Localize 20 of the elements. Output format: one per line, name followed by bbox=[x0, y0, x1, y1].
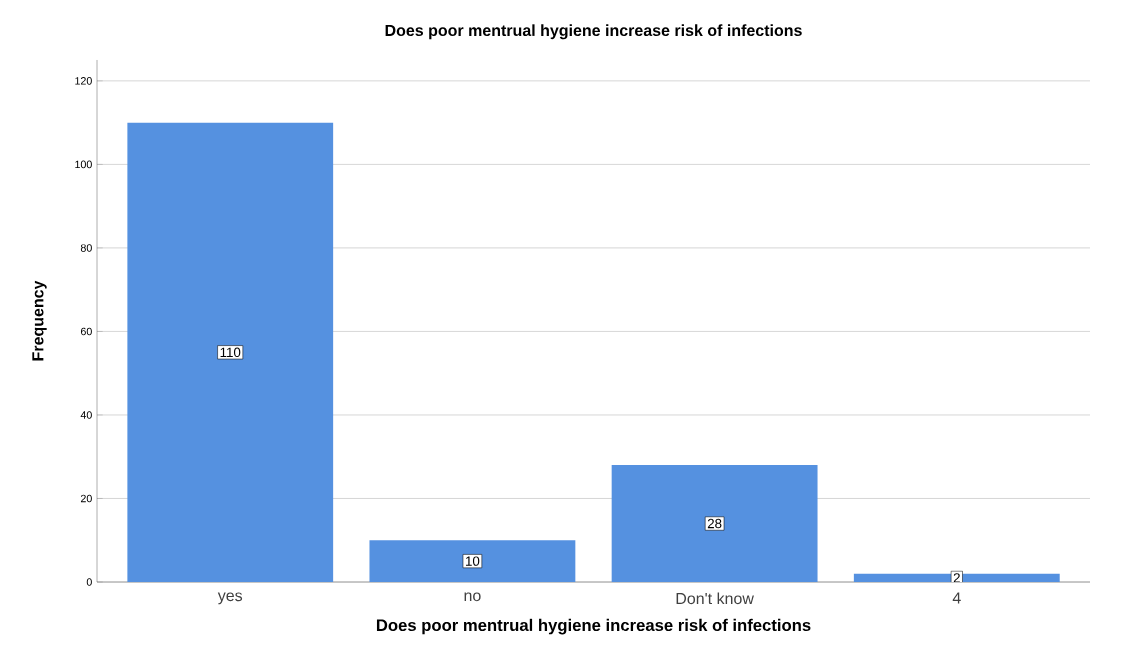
x-tick-label: yes bbox=[217, 592, 243, 605]
y-tick-label: 40 bbox=[80, 411, 92, 419]
y-tick-label: 60 bbox=[80, 327, 92, 336]
data-label: 28 bbox=[707, 518, 722, 529]
chart-title: Does poor mentrual hygiene increase risk of infections bbox=[385, 24, 802, 40]
x-tick-label: Don't know bbox=[676, 592, 754, 605]
y-tick-label: 120 bbox=[75, 77, 92, 85]
bar bbox=[611, 465, 818, 582]
bar bbox=[127, 122, 334, 582]
x-tick-label: 4 bbox=[952, 592, 961, 604]
data-label: 110 bbox=[220, 347, 241, 358]
data-label: 10 bbox=[466, 556, 480, 566]
y-tick-label: 80 bbox=[80, 244, 92, 252]
y-tick-label: 20 bbox=[80, 494, 92, 503]
bar bbox=[369, 540, 576, 582]
y-tick-label: 0 bbox=[86, 578, 92, 586]
x-axis-title: Does poor mentrual hygiene increase risk of infections bbox=[376, 618, 811, 635]
x-tick-label: no bbox=[464, 592, 481, 602]
y-axis-title: Frequency bbox=[32, 280, 47, 361]
y-tick-label: 100 bbox=[75, 160, 92, 169]
